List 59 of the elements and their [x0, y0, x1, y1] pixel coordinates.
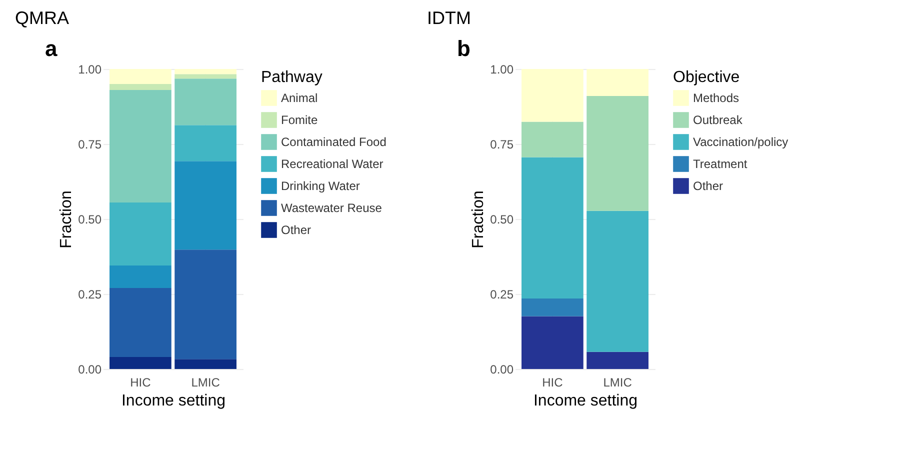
bar [110, 84, 172, 90]
legend-label: Wastewater Reuse [281, 201, 382, 215]
x-axis-title: Income setting [533, 392, 638, 410]
bar [110, 202, 172, 266]
bar [586, 96, 648, 211]
y-tick-label: 0.75 [78, 138, 102, 152]
legend-label: Other [281, 223, 312, 237]
y-tick-label: 0.50 [490, 212, 514, 226]
legend-label: Vaccination/policy [693, 135, 788, 149]
bar [586, 210, 648, 352]
y-tick-label: 0.25 [490, 288, 514, 302]
bar [174, 69, 236, 74]
bar [522, 122, 584, 158]
y-tick-label: 0.50 [78, 212, 102, 226]
bar [110, 357, 172, 369]
bar [110, 288, 172, 357]
x-tick-label: LMIC [191, 376, 220, 390]
bar [174, 125, 236, 162]
bar [174, 161, 236, 250]
bar [586, 352, 648, 369]
y-tick-label: 1.00 [490, 62, 514, 76]
x-tick-label: LMIC [603, 376, 632, 390]
legend-label: Contaminated Food [281, 135, 386, 149]
legend-label: Recreational Water [281, 157, 384, 171]
y-tick-label: 0.75 [490, 138, 514, 152]
legend-label: Animal [281, 91, 318, 105]
text: a [45, 36, 58, 61]
y-axis-title: Fraction [470, 190, 488, 248]
chart-title: IDTM [427, 8, 471, 28]
bar [522, 157, 584, 298]
bar [174, 78, 236, 126]
bar [522, 316, 584, 369]
text: b [457, 36, 470, 61]
y-tick-label: 0.00 [78, 362, 102, 376]
bar [110, 90, 172, 202]
bar [174, 359, 236, 369]
y-axis-title: Fraction [58, 190, 76, 248]
legend-label: Drinking Water [281, 179, 360, 193]
y-tick-label: 0.00 [490, 362, 514, 376]
legend-label: Other [693, 179, 724, 193]
bar [522, 298, 584, 316]
legend-label: Treatment [693, 157, 748, 171]
x-axis-title: Income setting [121, 392, 226, 410]
legend-label: Outbreak [693, 113, 744, 127]
legend-label: Methods [693, 91, 740, 105]
bar [174, 74, 236, 79]
x-tick-label: HIC [542, 376, 564, 390]
bar [522, 69, 584, 122]
y-tick-label: 0.25 [78, 288, 102, 302]
legend-title: Objective [673, 69, 740, 86]
legend-label: Fomite [281, 113, 318, 127]
bar [586, 69, 648, 96]
bar [110, 69, 172, 84]
legend-title: Pathway [261, 69, 322, 86]
bar [110, 266, 172, 288]
y-tick-label: 1.00 [78, 62, 102, 76]
chart-title: QMRA [15, 8, 69, 28]
bar [174, 250, 236, 360]
x-tick-label: HIC [130, 376, 152, 390]
